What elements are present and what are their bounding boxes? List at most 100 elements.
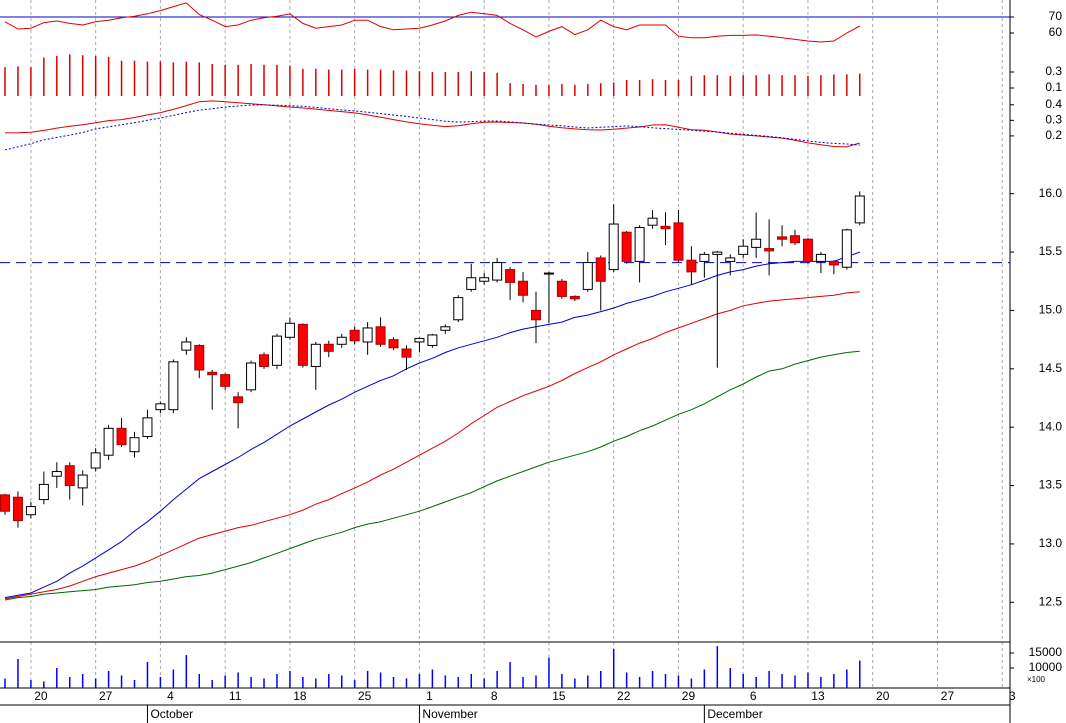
candle-body <box>284 322 295 338</box>
y-tick-label: 70 <box>1049 9 1063 23</box>
candle-body <box>647 217 658 226</box>
y-tick-label: 15000 <box>1029 645 1063 659</box>
x-tick-label: 20 <box>876 689 890 703</box>
plot-area <box>0 2 1010 688</box>
candle-body <box>142 417 153 438</box>
x-tick-label: 25 <box>358 689 372 703</box>
candle-body <box>479 277 490 282</box>
candle-body <box>518 280 529 296</box>
candle-body <box>738 245 749 255</box>
candle-body <box>815 253 826 262</box>
candle-body <box>466 277 477 290</box>
candle-body <box>90 452 101 469</box>
candle-body <box>129 437 140 453</box>
candle-body <box>427 334 438 346</box>
y-tick-label: 14.0 <box>1039 419 1063 433</box>
candle-body <box>582 262 593 290</box>
candle-body <box>492 262 503 281</box>
x-tick-label: 3 <box>1009 689 1016 703</box>
y-tick-label: 13.0 <box>1039 536 1063 550</box>
x-tick-label: 27 <box>99 689 113 703</box>
candle-body <box>375 326 386 345</box>
y-tick-label: 13.5 <box>1039 478 1063 492</box>
candle-body <box>854 195 865 224</box>
y-tick-label: 14.5 <box>1039 361 1063 375</box>
candle-body <box>194 344 205 371</box>
x-tick-label: 15 <box>552 689 566 703</box>
candle-body <box>401 348 412 358</box>
candle-body <box>595 257 606 282</box>
candle-body <box>530 309 541 321</box>
candle-body <box>790 235 801 244</box>
candle-body <box>802 238 813 262</box>
line-series <box>4 2 861 43</box>
candle-body <box>414 337 425 343</box>
candle-body <box>323 343 334 352</box>
candle-body <box>777 236 788 240</box>
candle-body <box>453 297 464 321</box>
candle-body <box>388 339 399 349</box>
candle-body <box>246 362 257 391</box>
candle-body <box>12 496 23 522</box>
candle-body <box>38 483 49 501</box>
x-tick-label: 8 <box>491 689 498 703</box>
y-tick-label: 15.5 <box>1039 244 1063 258</box>
candle-body <box>556 280 567 297</box>
candle-body <box>233 396 244 404</box>
candle-body <box>220 374 231 387</box>
candle-body <box>181 341 192 351</box>
y-tick-label: 10000 <box>1029 660 1063 674</box>
line-series <box>4 100 860 148</box>
y-tick-label: 60 <box>1049 25 1063 39</box>
candle-body <box>543 272 554 275</box>
month-label: December <box>707 707 762 721</box>
y-tick-label: 0.1 <box>1045 80 1062 94</box>
y-tick-label: 0.4 <box>1045 97 1062 111</box>
y-tick-label: 15.0 <box>1039 303 1063 317</box>
candle-body <box>64 465 75 487</box>
candle-body <box>828 260 839 266</box>
line-series <box>4 350 860 601</box>
candle-body <box>621 231 632 262</box>
candle-body <box>712 251 723 255</box>
candle-body <box>77 474 88 489</box>
candle-body <box>440 326 451 331</box>
candle-body <box>362 327 373 343</box>
candle-body <box>0 494 10 512</box>
candle-body <box>25 506 36 516</box>
month-label: November <box>422 707 477 721</box>
line-series <box>4 104 860 151</box>
candle-body <box>660 225 671 230</box>
candle-body <box>634 227 645 262</box>
candle-body <box>686 259 697 273</box>
candle-body <box>297 323 308 366</box>
candle-body <box>271 335 282 366</box>
candle-body <box>569 295 580 300</box>
candle-body <box>51 471 62 477</box>
x-tick-label: 11 <box>229 689 242 703</box>
candle-body <box>155 403 166 411</box>
candle-body <box>751 238 762 248</box>
y-tick-label: 16.0 <box>1039 186 1063 200</box>
x-tick-label: 4 <box>167 689 174 703</box>
candle-body <box>725 257 736 262</box>
unit-label: ×100 <box>1027 675 1046 684</box>
x-tick-label: 18 <box>293 689 307 703</box>
candle-body <box>336 336 347 345</box>
y-tick-label: 0.3 <box>1045 64 1062 78</box>
x-tick-label: 1 <box>426 689 433 703</box>
candle-body <box>673 222 684 261</box>
candle-body <box>168 361 179 411</box>
candle-body <box>116 427 127 446</box>
candle-body <box>841 229 852 268</box>
candle-body <box>349 329 360 342</box>
x-tick-label: 20 <box>34 689 48 703</box>
x-tick-label: 22 <box>617 689 631 703</box>
y-tick-label: 0.2 <box>1045 128 1062 142</box>
candle-body <box>103 427 114 456</box>
candle-body <box>259 354 270 367</box>
candle-body <box>310 343 321 367</box>
